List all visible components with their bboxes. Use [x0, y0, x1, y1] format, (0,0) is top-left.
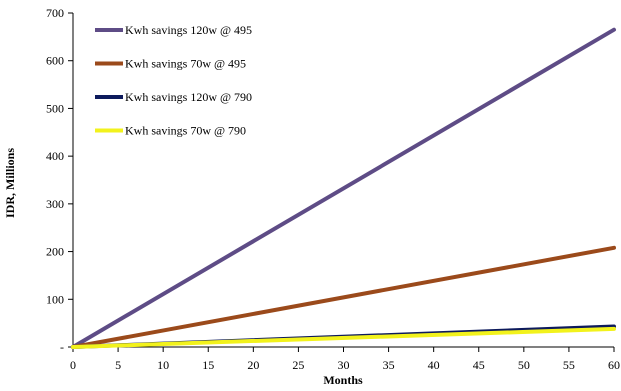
- x-tick-label: 5: [115, 358, 121, 372]
- x-tick-label: 30: [338, 358, 350, 372]
- y-tick-label: 200: [46, 245, 64, 259]
- legend-entry-2: Kwh savings 70w @ 495: [125, 57, 246, 71]
- legend-entry-3: Kwh savings 120w @ 790: [125, 90, 252, 104]
- x-axis-label: Months: [323, 373, 363, 387]
- x-tick-label: 0: [70, 358, 76, 372]
- x-tick-label: 20: [247, 358, 259, 372]
- series-line-2: [71, 245, 616, 349]
- y-tick-label: 600: [46, 54, 64, 68]
- series-line-4: [71, 326, 616, 349]
- x-tick-label: 10: [157, 358, 169, 372]
- series-lines: [71, 27, 616, 349]
- y-tick-label: 300: [46, 197, 64, 211]
- series-line-1: [71, 27, 616, 349]
- legend-entry-4: Kwh savings 70w @ 790: [125, 124, 246, 138]
- legend: Kwh savings 120w @ 495 Kwh savings 70w @ …: [95, 23, 252, 138]
- y-tick-label: 100: [46, 292, 64, 306]
- x-tick-label: 50: [518, 358, 530, 372]
- x-tick-label: 40: [428, 358, 440, 372]
- x-tick-label: 45: [473, 358, 485, 372]
- y-axis-label: IDR, Millions: [3, 148, 17, 218]
- y-tick-label: -: [60, 340, 64, 354]
- y-tick-label: 400: [46, 149, 64, 163]
- x-tick-label: 15: [202, 358, 214, 372]
- x-tick-label: 60: [608, 358, 620, 372]
- y-tick-label: 700: [46, 6, 64, 20]
- x-tick-label: 55: [563, 358, 575, 372]
- x-tick-label: 25: [292, 358, 304, 372]
- y-axis: - 100 200 300 400 500 600 700: [46, 6, 74, 354]
- x-axis: 0 5 10 15 20 25 30 35 40 45 50 55 60: [70, 346, 620, 372]
- y-tick-label: 500: [46, 101, 64, 115]
- x-tick-label: 35: [383, 358, 395, 372]
- legend-entry-1: Kwh savings 120w @ 495: [125, 23, 252, 37]
